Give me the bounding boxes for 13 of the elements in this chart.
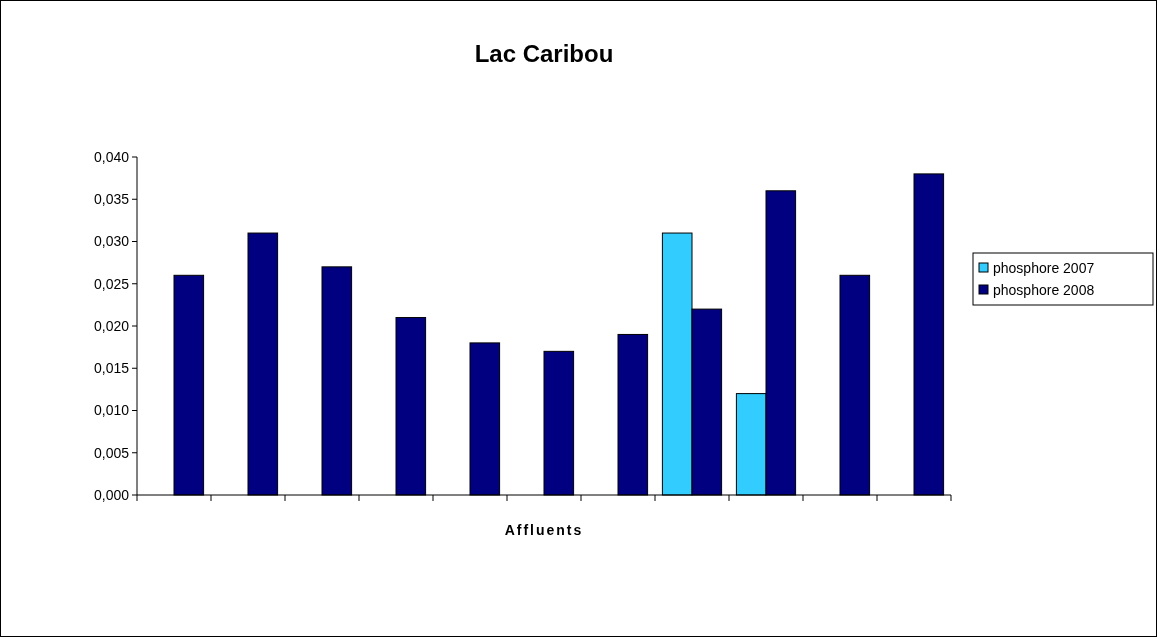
y-tick-label: 0,015 <box>93 360 130 377</box>
legend-label: phosphore 2007 <box>993 259 1095 276</box>
legend-label: phosphore 2008 <box>993 281 1095 298</box>
y-tick-label: 0,010 <box>93 402 130 419</box>
x-axis-title: Affluents <box>504 522 584 538</box>
chart-title: Lac Caribou <box>474 40 614 67</box>
y-tick-label: 0,040 <box>93 148 130 165</box>
y-tick-label: 0,035 <box>93 191 130 208</box>
y-tick-label: 0,030 <box>93 233 130 250</box>
y-tick-label: 0,025 <box>93 275 130 292</box>
y-tick-label: 0,000 <box>93 486 130 503</box>
y-tick-label: 0,005 <box>93 444 130 461</box>
y-tick-label: 0,020 <box>93 317 130 334</box>
